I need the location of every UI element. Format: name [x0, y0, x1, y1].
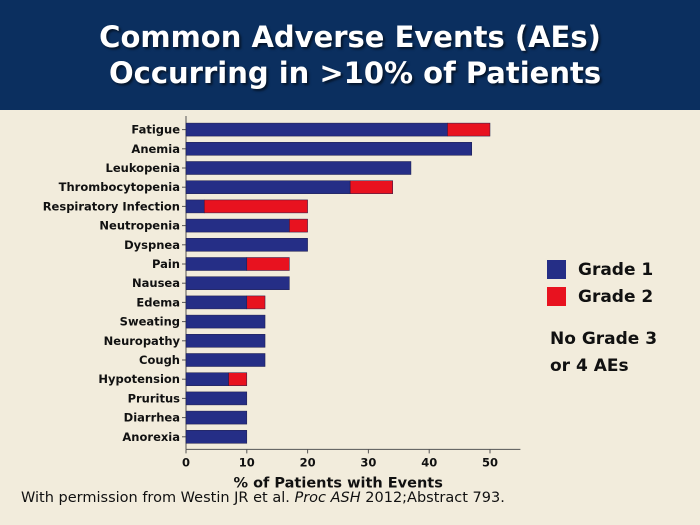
citation: With permission from Westin JR et al. Pr…: [21, 490, 505, 506]
bar-pruritus-grade-1: [185, 391, 248, 406]
bar-fatigue-grade-2: [447, 122, 491, 137]
bar-respiratory-infection-grade-2: [203, 199, 308, 214]
legend-item-grade-2: Grade 2: [547, 283, 653, 310]
x-tick-label-10: 10: [239, 455, 255, 469]
category-label-dyspnea: Dyspnea: [124, 238, 180, 252]
category-label-edema: Edema: [136, 295, 180, 309]
x-tick-label-30: 30: [360, 455, 376, 469]
x-tick-label-40: 40: [421, 455, 437, 469]
category-label-nausea: Nausea: [132, 276, 180, 290]
bar-leukopenia-grade-1: [185, 161, 412, 175]
category-label-neuropathy: Neuropathy: [104, 334, 181, 348]
grade-note-line-1: No Grade 3: [550, 329, 658, 349]
slide-title-line-1: Common Adverse Events (AEs): [99, 20, 601, 54]
category-label-pain: Pain: [152, 257, 180, 271]
category-label-fatigue: Fatigue: [131, 123, 180, 137]
bar-diarrhea-grade-1: [185, 410, 248, 425]
grade-note: No Grade 3 or 4 AEs: [550, 326, 657, 380]
bar-pain-grade-2: [246, 257, 290, 271]
bar-hypotension-grade-1: [185, 372, 229, 386]
legend-item-grade-1: Grade 1: [547, 256, 653, 283]
category-label-cough: Cough: [139, 353, 180, 367]
bar-neutropenia-grade-1: [185, 218, 290, 233]
slide-header: Common Adverse Events (AEs) Occurring in…: [0, 0, 700, 110]
bar-dyspnea-grade-1: [185, 238, 308, 252]
bar-anorexia-grade-1: [185, 430, 248, 444]
legend-label-grade-1: Grade 1: [578, 259, 654, 280]
category-label-sweating: Sweating: [120, 315, 180, 329]
adverse-events-bar-chart: Fatigue Anemia Leukopenia Thrombocytopenia R…: [43, 116, 521, 490]
bar-neuropathy-grade-1: [185, 334, 266, 348]
bar-cough-grade-1: [185, 353, 266, 367]
x-tick-label-50: 50: [482, 455, 498, 469]
category-label-hypotension: Hypotension: [98, 372, 180, 386]
bar-thrombocytopenia-grade-2: [349, 180, 393, 194]
bar-pain-grade-1: [185, 257, 248, 271]
category-label-anorexia: Anorexia: [122, 430, 180, 444]
legend-swatch-grade-2: [547, 287, 566, 306]
bar-edema-grade-2: [246, 295, 266, 310]
grade-note-line-2: or 4 AEs: [550, 356, 629, 376]
category-label-respiratory-infection: Respiratory Infection: [43, 199, 180, 213]
category-label-pruritus: Pruritus: [128, 391, 181, 405]
slide-title-line-2: Occurring in >10% of Patients: [98, 56, 602, 90]
category-label-leukopenia: Leukopenia: [106, 161, 180, 175]
bar-thrombocytopenia-grade-1: [185, 180, 351, 194]
bar-respiratory-infection-grade-1: [185, 199, 205, 214]
bar-edema-grade-1: [185, 295, 248, 310]
category-label-thrombocytopenia: Thrombocytopenia: [59, 180, 180, 194]
x-tick-label-0: 0: [182, 455, 190, 469]
bar-fatigue-grade-1: [185, 122, 448, 137]
x-axis-title: % of Patients with Events: [234, 475, 443, 490]
legend-swatch-grade-1: [547, 260, 566, 279]
category-label-anemia: Anemia: [131, 142, 180, 156]
bar-hypotension-grade-2: [228, 372, 248, 386]
category-label-neutropenia: Neutropenia: [99, 219, 180, 233]
bar-sweating-grade-1: [185, 314, 266, 329]
legend-label-grade-2: Grade 2: [578, 286, 654, 307]
citation-source: Proc ASH: [294, 490, 361, 506]
bar-neutropenia-grade-2: [289, 218, 308, 233]
citation-prefix: With permission from Westin JR et al.: [21, 490, 295, 506]
bar-nausea-grade-1: [185, 276, 290, 290]
citation-suffix: 2012;Abstract 793.: [360, 490, 505, 506]
chart-legend: Grade 1 Grade 2: [547, 256, 653, 310]
bar-anemia-grade-1: [185, 142, 473, 156]
x-tick-label-20: 20: [300, 455, 316, 469]
category-label-diarrhea: Diarrhea: [124, 411, 180, 425]
